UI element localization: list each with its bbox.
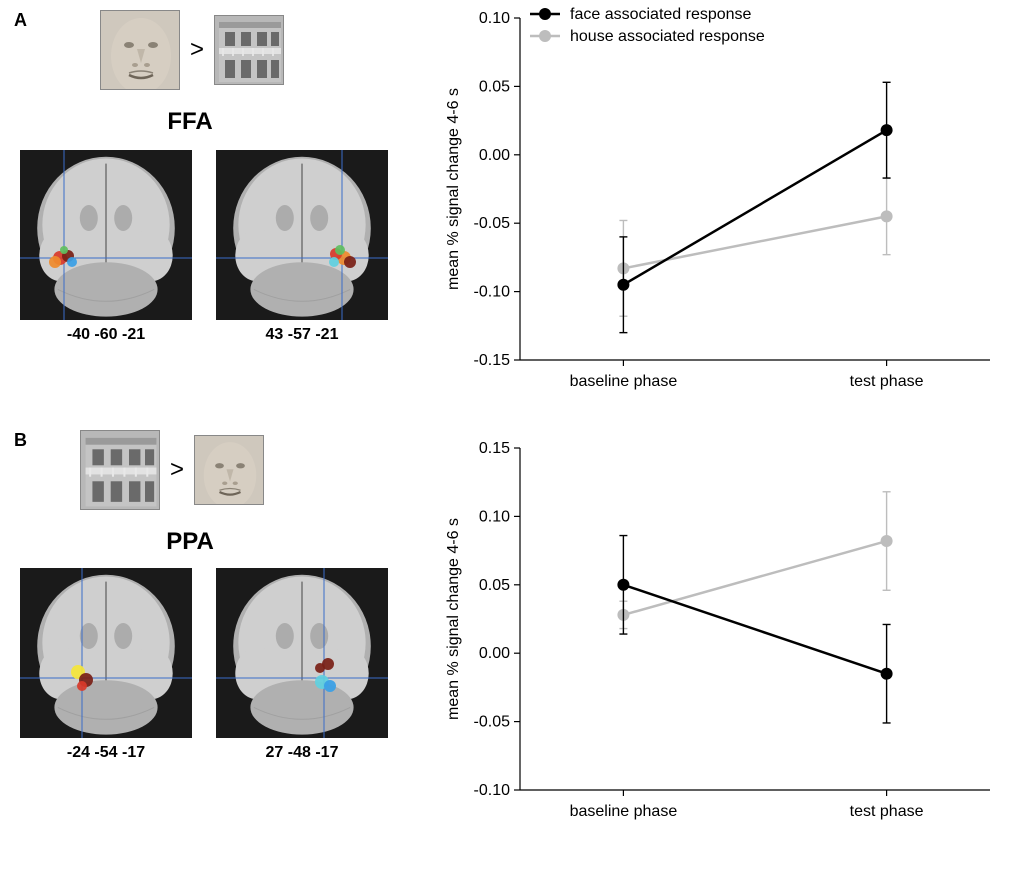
ffa-right-brain [216, 150, 388, 320]
panel-b-stim-row: > [80, 430, 264, 510]
svg-text:0.10: 0.10 [479, 508, 510, 525]
ppa-left-brain-cell: -24 -54 -17 [20, 568, 192, 762]
svg-text:-0.05: -0.05 [474, 215, 511, 232]
ffa-left-coords: -40 -60 -21 [67, 326, 145, 344]
svg-text:mean % signal change 4-6 s: mean % signal change 4-6 s [445, 88, 462, 290]
ffa-brain-row: -40 -60 -21 43 -57 -21 [20, 150, 388, 344]
ppa-right-brain [216, 568, 388, 738]
panel-a-label: A [14, 10, 27, 31]
panel-b-label: B [14, 430, 27, 451]
greater-than-icon: > [170, 456, 184, 484]
ffa-left-brain [20, 150, 192, 320]
svg-text:mean % signal change 4-6 s: mean % signal change 4-6 s [445, 518, 462, 720]
svg-text:test phase: test phase [850, 373, 924, 390]
chart-ffa: -0.15 -0.10 -0.05 0.00 0.05 0.10 baseline phas… [430, 0, 1010, 420]
face-stim-icon [100, 10, 180, 90]
ffa-right-brain-cell: 43 -57 -21 [216, 150, 388, 344]
svg-text:-0.05: -0.05 [474, 714, 511, 731]
svg-text:-0.10: -0.10 [474, 782, 511, 799]
figure-root: A > [0, 0, 1024, 869]
svg-text:0.10: 0.10 [479, 10, 510, 27]
svg-text:-0.15: -0.15 [474, 352, 511, 369]
chart-ppa: -0.10 -0.05 0.00 0.05 0.10 0.15 baseline phase… [430, 430, 1010, 850]
ppa-title: PPA [130, 528, 250, 556]
svg-text:face associated response: face associated response [570, 6, 752, 23]
ppa-right-coords: 27 -48 -17 [266, 744, 339, 762]
ppa-right-brain-cell: 27 -48 -17 [216, 568, 388, 762]
ffa-left-brain-cell: -40 -60 -21 [20, 150, 192, 344]
svg-text:test phase: test phase [850, 803, 924, 820]
ffa-right-coords: 43 -57 -21 [266, 326, 339, 344]
house-stim-icon [80, 430, 160, 510]
ffa-title: FFA [130, 108, 250, 136]
svg-text:baseline phase: baseline phase [570, 373, 678, 390]
panel-a-stim-row: > [100, 10, 284, 90]
svg-text:0.00: 0.00 [479, 147, 510, 164]
face-stim-icon [194, 435, 264, 505]
ppa-brain-row: -24 -54 -17 27 -48 -17 [20, 568, 388, 762]
svg-text:0.00: 0.00 [479, 645, 510, 662]
svg-text:0.05: 0.05 [479, 78, 510, 95]
svg-text:0.15: 0.15 [479, 440, 510, 457]
house-stim-icon [214, 15, 284, 85]
svg-text:house associated response: house associated response [570, 28, 765, 45]
ppa-left-coords: -24 -54 -17 [67, 744, 145, 762]
svg-text:baseline phase: baseline phase [570, 803, 678, 820]
ppa-left-brain [20, 568, 192, 738]
svg-text:0.05: 0.05 [479, 577, 510, 594]
svg-text:-0.10: -0.10 [474, 284, 511, 301]
greater-than-icon: > [190, 36, 204, 64]
